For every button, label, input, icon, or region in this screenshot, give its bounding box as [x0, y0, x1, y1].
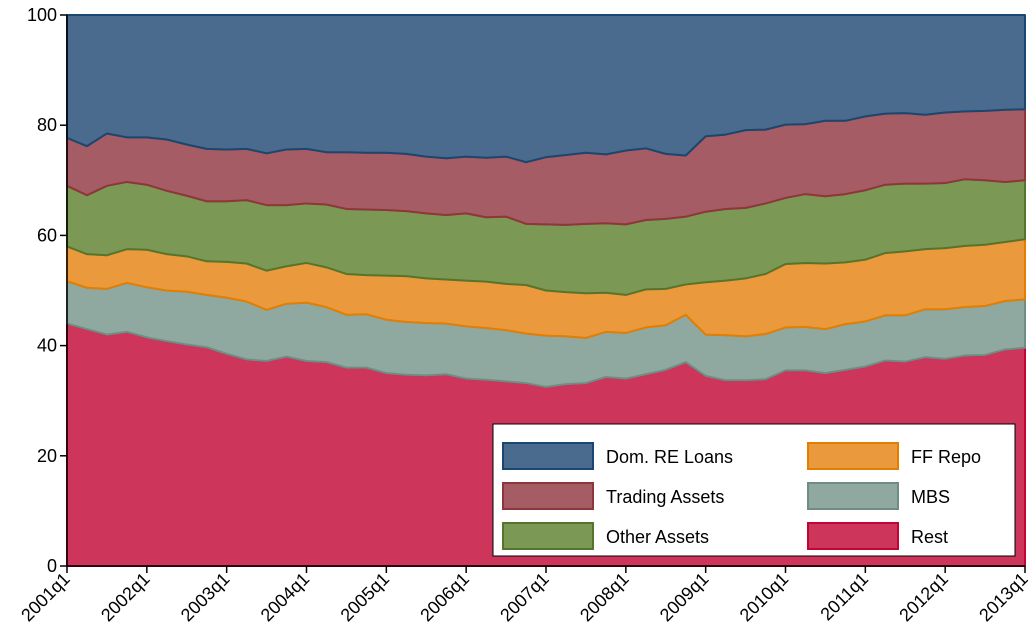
legend-swatch [807, 442, 899, 470]
y-tick-label: 20 [37, 446, 57, 466]
x-tick-label: 2010q1 [736, 569, 793, 626]
legend-swatch [807, 522, 899, 550]
y-tick-label: 0 [47, 556, 57, 576]
x-tick-label: 2011q1 [816, 569, 872, 625]
legend-swatch [502, 442, 594, 470]
legend-label: Rest [911, 527, 948, 547]
legend-label: Other Assets [606, 527, 709, 547]
legend-label: MBS [911, 487, 950, 507]
legend: Dom. RE Loans Trading Assets Other Assets F… [492, 423, 1016, 557]
legend-label: Dom. RE Loans [606, 447, 733, 467]
x-tick-label: 2006q1 [416, 569, 473, 626]
x-tick-label: 2004q1 [257, 569, 314, 626]
legend-swatch [502, 522, 594, 550]
y-tick-label: 100 [27, 5, 57, 25]
legend-label: Trading Assets [606, 487, 724, 507]
x-tick-label: 2008q1 [576, 569, 633, 626]
x-tick-label: 2002q1 [97, 569, 154, 626]
legend-label: FF Repo [911, 447, 981, 467]
x-tick-label: 2001q1 [17, 569, 74, 626]
y-tick-label: 40 [37, 336, 57, 356]
y-tick-label: 80 [37, 115, 57, 135]
area [66, 14, 1026, 164]
x-tick-label: 2003q1 [177, 569, 234, 626]
x-tick-label: 2013q1 [975, 569, 1029, 626]
y-tick-label: 60 [37, 225, 57, 245]
x-tick-label: 2009q1 [656, 569, 713, 626]
legend-swatch [807, 482, 899, 510]
x-tick-label: 2005q1 [337, 569, 394, 626]
legend-swatch [502, 482, 594, 510]
x-tick-label: 2007q1 [496, 569, 553, 626]
x-tick-label: 2012q1 [895, 569, 952, 626]
